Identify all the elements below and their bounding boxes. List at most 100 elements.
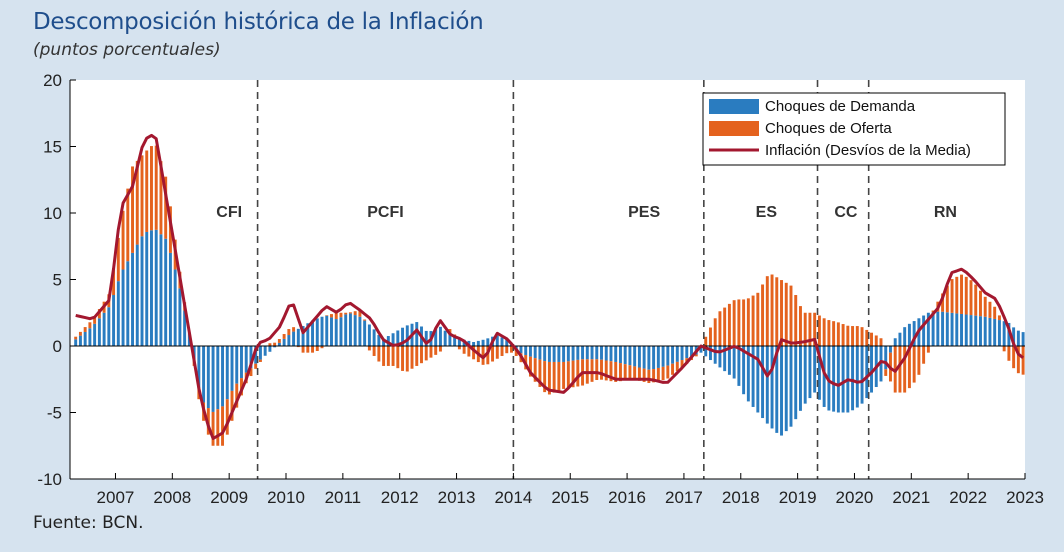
supply-bar xyxy=(983,296,987,317)
supply-bar xyxy=(363,319,367,321)
demand-bar xyxy=(135,244,139,346)
supply-bar xyxy=(462,346,466,354)
demand-bar xyxy=(244,346,248,373)
supply-bar xyxy=(221,406,225,446)
demand-bar xyxy=(637,346,641,368)
demand-bar xyxy=(836,346,840,413)
demand-bar xyxy=(102,312,106,346)
demand-bar xyxy=(448,334,452,346)
supply-bar xyxy=(813,312,817,346)
supply-bar xyxy=(907,346,911,389)
demand-bar xyxy=(88,328,92,346)
demand-bar xyxy=(751,346,755,407)
x-tick-label: 2016 xyxy=(608,488,646,507)
supply-bar xyxy=(358,310,362,317)
demand-bar xyxy=(377,334,381,346)
supply-bar xyxy=(472,346,476,360)
supply-bar xyxy=(822,318,826,346)
supply-bar xyxy=(675,361,679,372)
supply-bar xyxy=(486,346,490,365)
demand-bar xyxy=(287,335,291,346)
supply-bar xyxy=(751,295,755,346)
supply-bar xyxy=(817,315,821,346)
demand-bar xyxy=(154,229,158,346)
demand-bar xyxy=(140,236,144,346)
supply-bar xyxy=(396,346,400,369)
supply-bar xyxy=(652,369,656,383)
demand-bar xyxy=(884,346,888,370)
demand-bar xyxy=(841,346,845,413)
demand-bar xyxy=(1012,327,1016,346)
supply-bar xyxy=(140,155,144,237)
demand-bar xyxy=(746,346,750,402)
supply-bar xyxy=(637,367,641,381)
supply-bar xyxy=(415,346,419,366)
demand-bar xyxy=(263,346,267,356)
demand-bar xyxy=(699,346,703,353)
demand-bar xyxy=(552,346,556,362)
supply-bar xyxy=(732,300,736,346)
y-tick-label: -5 xyxy=(47,404,62,423)
demand-bar xyxy=(931,312,935,346)
x-tick-label: 2007 xyxy=(97,488,135,507)
supply-bar xyxy=(945,285,949,313)
supply-bar xyxy=(514,349,518,356)
supply-bar xyxy=(590,359,594,382)
demand-bar xyxy=(756,346,760,413)
demand-bar xyxy=(713,346,717,364)
demand-bar xyxy=(851,346,855,411)
demand-bar xyxy=(396,330,400,346)
supply-bar xyxy=(912,346,916,383)
demand-bar xyxy=(315,318,319,346)
x-tick-label: 2012 xyxy=(381,488,419,507)
x-tick-label: 2014 xyxy=(494,488,532,507)
supply-bar xyxy=(713,318,717,346)
period-label: RN xyxy=(934,204,957,221)
demand-bar xyxy=(780,346,783,436)
supply-bar xyxy=(410,346,414,369)
supply-bar xyxy=(841,324,845,346)
demand-bar xyxy=(661,346,665,367)
supply-bar xyxy=(723,307,727,346)
supply-bar xyxy=(661,366,665,381)
supply-bar xyxy=(131,166,134,253)
demand-bar xyxy=(732,346,736,379)
supply-bar xyxy=(543,361,547,393)
demand-bar xyxy=(1002,321,1006,346)
demand-bar xyxy=(1007,322,1011,346)
demand-bar xyxy=(993,318,997,346)
supply-bar xyxy=(405,346,409,372)
x-tick-label: 2010 xyxy=(267,488,305,507)
demand-bar xyxy=(817,346,821,400)
supply-bar xyxy=(78,331,82,336)
demand-bar xyxy=(292,331,296,346)
demand-bar xyxy=(476,340,480,346)
demand-bar xyxy=(671,346,675,364)
demand-bar xyxy=(974,315,978,346)
supply-bar xyxy=(623,364,627,381)
supply-bar xyxy=(950,279,954,313)
demand-bar xyxy=(211,346,215,412)
supply-bar xyxy=(979,290,982,317)
supply-bar xyxy=(832,321,836,346)
demand-bar xyxy=(221,346,225,407)
demand-bar xyxy=(979,316,982,346)
supply-bar xyxy=(960,274,963,314)
supply-bar xyxy=(377,346,381,362)
supply-bar xyxy=(230,390,234,421)
demand-bar xyxy=(566,346,570,362)
supply-bar xyxy=(268,343,272,346)
supply-bar xyxy=(803,312,807,346)
demand-bar xyxy=(528,346,532,357)
demand-bar xyxy=(543,346,547,362)
demand-bar xyxy=(765,346,769,424)
demand-bar xyxy=(197,346,201,389)
supply-bar xyxy=(642,368,646,382)
supply-bar xyxy=(680,360,684,368)
supply-bar xyxy=(401,346,405,371)
demand-bar xyxy=(107,307,111,346)
demand-bar xyxy=(382,338,386,346)
supply-bar xyxy=(798,306,802,346)
demand-bar xyxy=(358,316,362,346)
supply-bar xyxy=(600,359,603,380)
